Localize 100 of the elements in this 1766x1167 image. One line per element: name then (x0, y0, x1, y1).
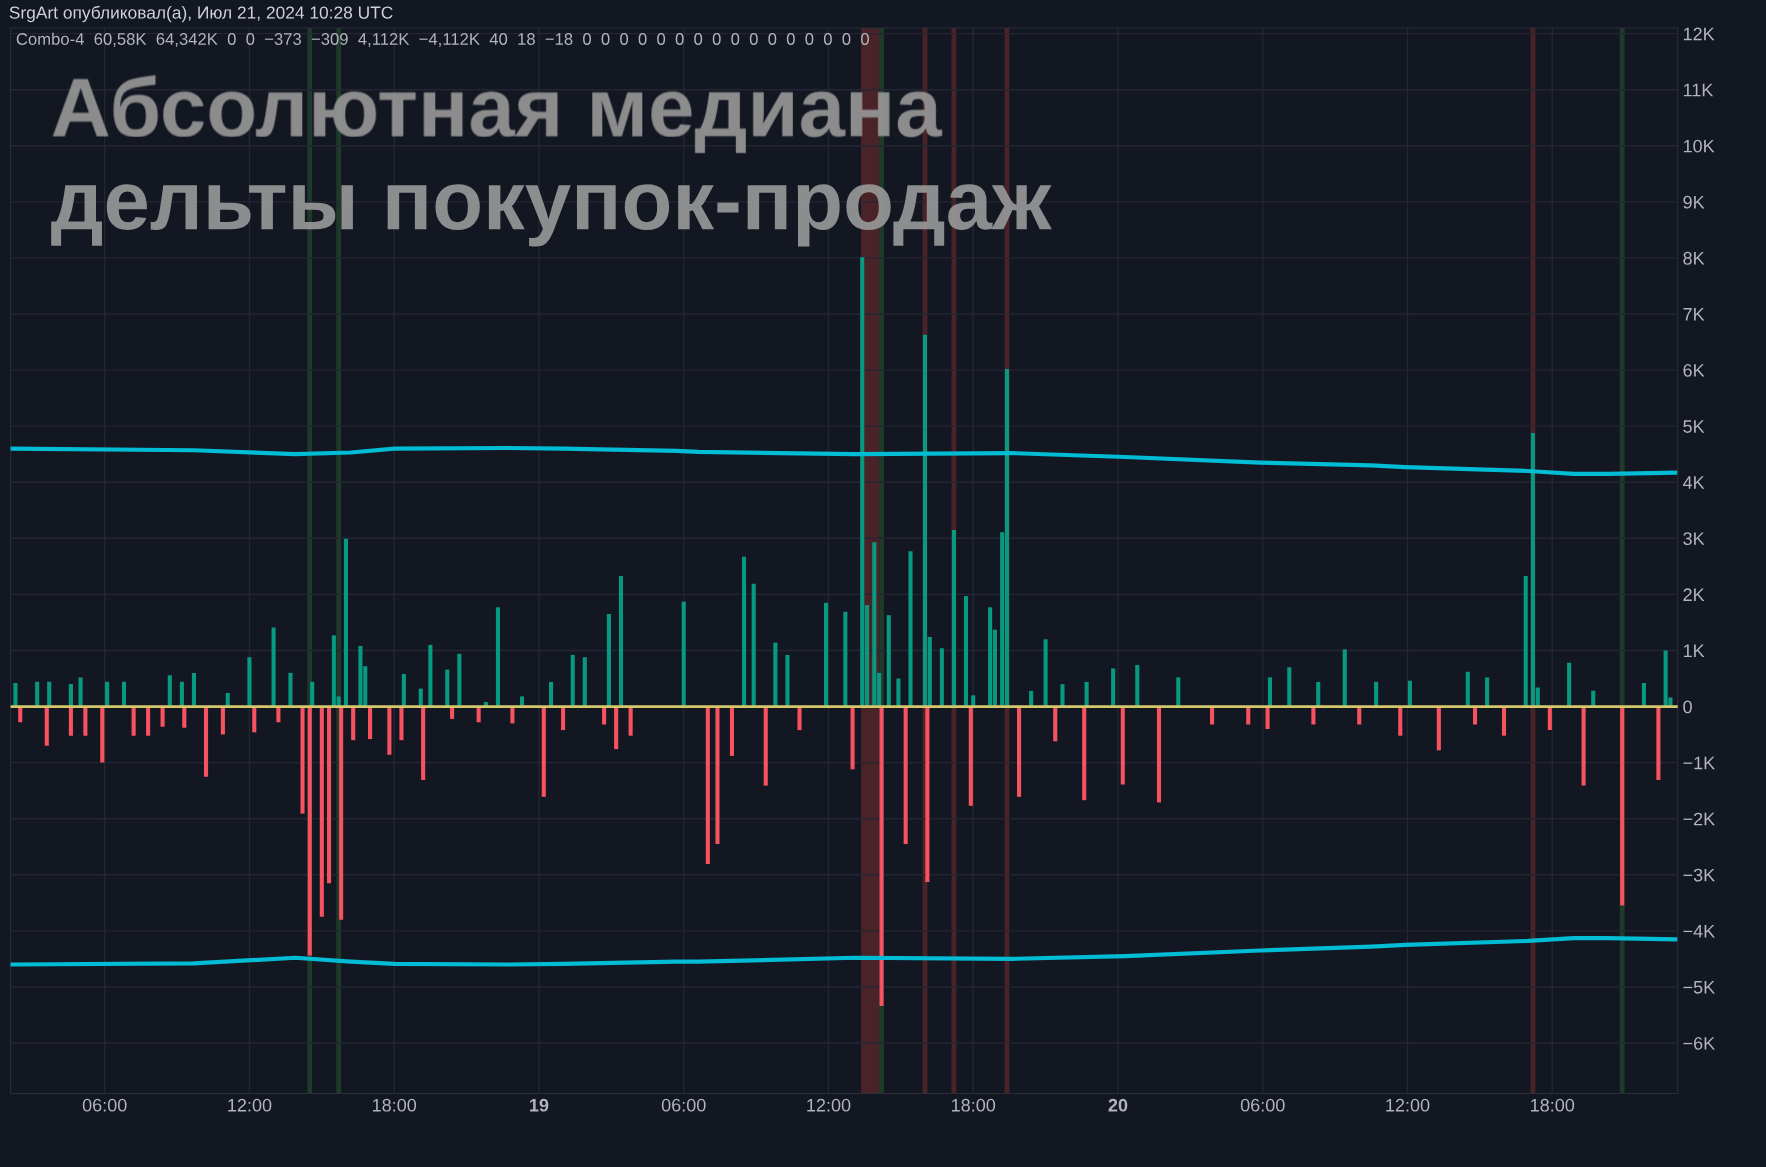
y-tick-label: 11K (1683, 83, 1714, 97)
bar (1060, 684, 1065, 707)
y-tick-label: −6K (1683, 1036, 1715, 1050)
bar (773, 642, 778, 707)
bar (387, 706, 392, 755)
bar (570, 654, 575, 707)
bar (1267, 677, 1273, 707)
text: SrgArt опубликовал(а), Июл 21, 2024 10:28 UTC (9, 5, 393, 23)
bar (300, 706, 305, 814)
bar (1581, 706, 1586, 786)
annotation: Combo-4 60,58K 64,342K 0 0 −373 −309 4,112K −4,112K 40 18 −18 0 0 0 0 0 0 0 0 0 0 0 0 0 0 0 0 (16, 32, 869, 47)
x-tick-label: 18:00 (372, 1098, 417, 1112)
bar (182, 706, 187, 728)
bar (618, 575, 624, 707)
bar (47, 681, 52, 707)
y-tick-label: −1K (1683, 756, 1715, 770)
bar (824, 602, 829, 707)
bar (327, 706, 332, 884)
bar (160, 706, 165, 727)
bar (886, 615, 891, 707)
y-tick-label: 3K (1683, 532, 1705, 546)
bar (741, 556, 747, 707)
bar (628, 706, 633, 736)
bar (495, 607, 500, 707)
bar (1120, 706, 1125, 785)
bar (785, 654, 790, 707)
bar (1135, 665, 1140, 707)
bar (307, 706, 312, 956)
bar (271, 627, 276, 707)
bar (705, 706, 710, 865)
bar (561, 706, 566, 731)
bar (319, 706, 324, 917)
bar (368, 706, 373, 740)
bar (963, 596, 969, 707)
y-tick-label: 10K (1683, 139, 1715, 153)
bar (1342, 649, 1347, 707)
bar (1436, 706, 1441, 751)
bar (191, 672, 196, 707)
bar (121, 681, 127, 707)
y-tick-label: 9K (1683, 195, 1705, 209)
bar (896, 678, 901, 707)
bar (548, 681, 554, 707)
bar (715, 706, 720, 844)
y-tick-label: 12K (1683, 27, 1715, 41)
bar (1547, 706, 1552, 731)
bar (13, 682, 18, 707)
bar (1176, 677, 1181, 707)
y-tick-label: 4K (1682, 476, 1705, 489)
line-series (10, 936, 1678, 967)
bar (872, 542, 877, 707)
bar (44, 706, 49, 746)
bar (968, 706, 973, 806)
bar (105, 681, 110, 707)
bar (1641, 682, 1646, 707)
y-tick-label: 5K (1683, 420, 1705, 433)
bar (1407, 680, 1412, 707)
bar (310, 681, 315, 707)
x-tick-label: 12:00 (228, 1098, 272, 1112)
bar (1656, 706, 1661, 781)
bar (1501, 706, 1507, 736)
y-tick-label: −3K (1683, 868, 1715, 882)
bar (179, 681, 184, 707)
bar (288, 672, 293, 707)
bar (903, 706, 908, 844)
bar (1004, 368, 1010, 707)
bar (951, 529, 956, 707)
bar (457, 653, 462, 707)
bar (421, 706, 426, 781)
bar (1156, 706, 1162, 803)
bar (925, 706, 930, 883)
y-tick-label: 1K (1683, 644, 1705, 658)
bar (35, 681, 40, 707)
x-tick-label: 18:00 (952, 1098, 996, 1112)
bar (1082, 706, 1087, 801)
bar (358, 645, 363, 707)
bar (83, 706, 88, 736)
bar (582, 657, 587, 707)
bar (751, 583, 756, 707)
bar (879, 706, 884, 1006)
x-tick-label: 12:00 (807, 1098, 851, 1112)
y-tick-label: 2K (1683, 588, 1705, 601)
bar (167, 675, 172, 707)
x-tick-label: 06:00 (661, 1098, 706, 1112)
bar (860, 257, 865, 707)
bar (220, 706, 225, 735)
bar (850, 706, 855, 770)
bar (68, 706, 73, 736)
bar (1043, 639, 1048, 707)
bar (78, 677, 83, 707)
bar (606, 614, 611, 707)
bar (203, 706, 209, 777)
x-tick-label: 06:00 (82, 1098, 127, 1112)
bar (1374, 681, 1379, 707)
bar (1287, 667, 1292, 707)
line-series (10, 445, 1678, 476)
bar (1053, 706, 1058, 742)
x-tick-label: 06:00 (1240, 1098, 1285, 1112)
bar (939, 648, 944, 707)
bar (445, 669, 450, 707)
bar (614, 706, 619, 750)
